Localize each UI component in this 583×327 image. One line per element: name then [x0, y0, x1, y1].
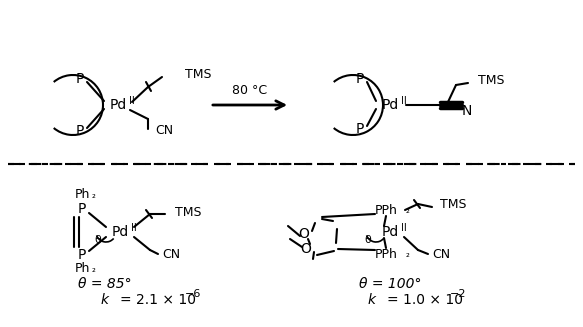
- Text: CN: CN: [432, 248, 450, 261]
- Text: TMS: TMS: [185, 68, 212, 81]
- Text: Pd: Pd: [381, 225, 399, 239]
- Text: ₂: ₂: [92, 264, 96, 274]
- Text: ₂: ₂: [92, 190, 96, 200]
- Text: Ph: Ph: [74, 188, 90, 201]
- Text: P: P: [76, 124, 84, 138]
- Text: θ: θ: [364, 235, 371, 245]
- Text: TMS: TMS: [175, 205, 202, 218]
- Text: 80 °C: 80 °C: [233, 84, 268, 97]
- Text: −6: −6: [185, 289, 201, 299]
- Text: PPh: PPh: [374, 203, 398, 216]
- Text: ₂: ₂: [406, 249, 410, 259]
- Text: θ: θ: [94, 235, 101, 245]
- Text: II: II: [131, 223, 137, 233]
- Text: CN: CN: [162, 248, 180, 261]
- Text: P: P: [356, 122, 364, 136]
- Text: Pd: Pd: [381, 98, 399, 112]
- Text: II: II: [401, 223, 407, 233]
- Text: k: k: [101, 293, 109, 307]
- Text: = 2.1 × 10: = 2.1 × 10: [120, 293, 196, 307]
- Text: Ph: Ph: [74, 263, 90, 276]
- Text: P: P: [78, 248, 86, 262]
- Text: θ = 85°: θ = 85°: [78, 277, 132, 291]
- Text: O: O: [301, 242, 311, 256]
- Text: II: II: [401, 96, 407, 106]
- Text: Pd: Pd: [110, 98, 127, 112]
- Text: P: P: [356, 72, 364, 86]
- Text: CN: CN: [155, 124, 173, 136]
- Text: −2: −2: [450, 289, 466, 299]
- Text: O: O: [298, 227, 310, 241]
- Text: N: N: [462, 104, 472, 118]
- Text: PPh: PPh: [374, 248, 398, 261]
- Text: θ = 100°: θ = 100°: [359, 277, 422, 291]
- Text: TMS: TMS: [440, 198, 466, 212]
- Text: P: P: [78, 202, 86, 216]
- Text: TMS: TMS: [478, 75, 504, 88]
- Text: P: P: [76, 72, 84, 86]
- Text: Pd: Pd: [111, 225, 129, 239]
- Text: k: k: [368, 293, 376, 307]
- Text: = 1.0 × 10: = 1.0 × 10: [387, 293, 463, 307]
- Text: ₂: ₂: [406, 205, 410, 215]
- Text: II: II: [129, 96, 135, 106]
